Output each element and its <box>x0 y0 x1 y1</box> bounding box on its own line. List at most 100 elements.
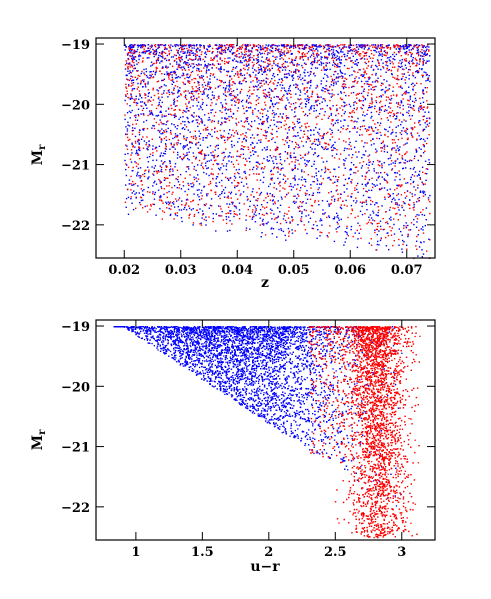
point-blue <box>244 172 247 174</box>
point-blue <box>265 131 267 133</box>
point-blue <box>369 196 371 199</box>
point-red <box>325 132 328 135</box>
point-blue <box>415 99 417 102</box>
point-red <box>220 47 223 49</box>
point-blue <box>266 156 269 158</box>
point-blue <box>428 111 430 113</box>
point-blue <box>404 44 406 46</box>
point-red <box>407 138 409 141</box>
point-blue <box>261 149 264 151</box>
point-red <box>342 109 344 111</box>
point-blue <box>309 129 312 131</box>
point-blue <box>166 131 168 133</box>
point-red <box>194 130 196 132</box>
point-blue <box>400 123 402 126</box>
point-blue <box>159 154 162 157</box>
point-blue <box>190 183 192 185</box>
point-blue <box>316 84 318 87</box>
point-red <box>318 59 321 61</box>
point-red <box>325 170 327 172</box>
point-red <box>161 200 163 202</box>
point-blue <box>177 52 179 54</box>
point-blue <box>147 166 149 168</box>
point-blue <box>256 168 258 170</box>
point-blue <box>196 97 198 100</box>
point-red <box>253 55 255 57</box>
point-blue <box>356 59 358 61</box>
point-blue <box>186 52 189 54</box>
point-red <box>215 193 217 195</box>
point-red <box>197 64 199 67</box>
point-blue <box>380 95 382 97</box>
point-blue <box>406 133 408 135</box>
point-blue <box>316 144 319 146</box>
point-blue <box>395 48 397 50</box>
point-blue <box>284 89 286 92</box>
point-blue <box>370 217 373 219</box>
point-red <box>143 114 145 116</box>
point-red <box>193 155 195 158</box>
point-blue <box>125 95 127 97</box>
point-red <box>164 131 166 133</box>
point-blue <box>290 189 293 191</box>
point-blue <box>372 69 375 71</box>
point-red <box>171 107 173 110</box>
point-red <box>306 91 308 93</box>
point-blue <box>375 85 377 88</box>
point-red <box>346 205 348 207</box>
point-red <box>377 164 380 166</box>
point-red <box>184 69 187 71</box>
point-blue <box>387 174 389 177</box>
point-blue <box>331 93 333 95</box>
point-red <box>188 214 190 217</box>
point-red <box>243 146 245 148</box>
point-red <box>385 221 387 224</box>
point-blue <box>132 70 134 72</box>
point-blue <box>210 112 212 114</box>
point-blue <box>139 202 141 204</box>
point-blue <box>317 191 319 194</box>
point-red <box>245 120 247 122</box>
point-blue <box>205 165 207 167</box>
point-red <box>402 201 405 203</box>
point-blue <box>371 115 373 118</box>
point-blue <box>222 159 224 161</box>
point-blue <box>216 55 218 58</box>
point-blue <box>223 69 225 71</box>
point-blue <box>357 238 359 240</box>
point-blue <box>344 167 346 169</box>
point-red <box>353 50 356 52</box>
point-blue <box>294 184 296 186</box>
point-blue <box>187 62 189 64</box>
point-red <box>196 209 198 211</box>
point-red <box>298 70 300 72</box>
point-blue <box>307 57 309 59</box>
point-blue <box>127 121 129 123</box>
point-blue <box>421 256 423 258</box>
point-blue <box>135 197 137 199</box>
point-red <box>278 183 280 185</box>
point-blue <box>201 210 204 212</box>
point-red <box>359 162 361 164</box>
point-red <box>132 84 134 86</box>
point-blue <box>222 87 225 89</box>
point-blue <box>197 211 200 214</box>
point-blue <box>240 83 243 85</box>
point-blue <box>180 188 183 190</box>
point-blue <box>249 228 251 230</box>
point-blue <box>315 48 318 50</box>
point-red <box>198 84 200 86</box>
point-blue <box>407 44 410 46</box>
point-red <box>127 97 130 99</box>
point-red <box>215 111 217 114</box>
point-blue <box>258 96 260 99</box>
point-blue <box>128 183 130 185</box>
point-blue <box>286 141 288 144</box>
point-blue <box>177 50 179 52</box>
point-blue <box>417 53 420 55</box>
point-blue <box>417 51 420 53</box>
point-blue <box>229 51 232 53</box>
point-blue <box>392 58 394 60</box>
point-blue <box>264 108 266 110</box>
point-red <box>302 52 304 54</box>
